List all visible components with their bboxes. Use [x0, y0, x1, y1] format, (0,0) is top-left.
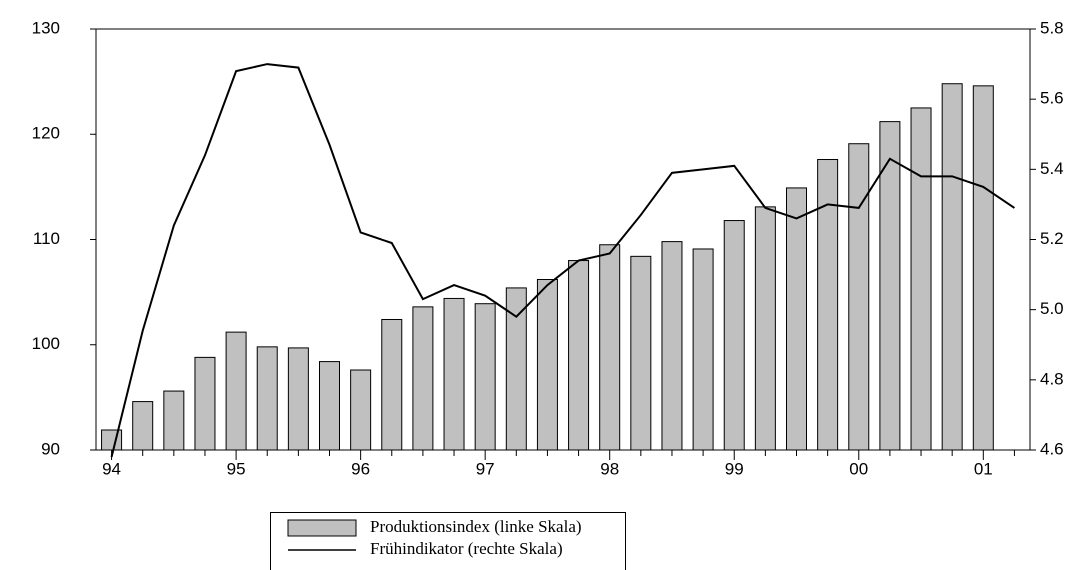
x-tick-label: 98	[600, 459, 619, 478]
bar	[132, 401, 154, 451]
bar	[848, 143, 870, 451]
bar	[443, 297, 465, 451]
bar	[568, 260, 590, 451]
y-tick-label: 130	[32, 18, 60, 37]
x-tick-label: 95	[227, 459, 246, 478]
bar	[474, 303, 496, 451]
bar	[381, 318, 403, 451]
bar	[350, 369, 372, 451]
bar	[287, 347, 309, 451]
x-tick-label: 96	[351, 459, 370, 478]
bar	[692, 248, 714, 451]
y2-tick-label: 5.4	[1040, 159, 1064, 178]
bar	[786, 187, 807, 451]
legend-label: Produktionsindex (linke Skala)	[370, 517, 582, 536]
bar	[319, 361, 340, 451]
bar	[225, 331, 247, 451]
y2-tick-label: 5.2	[1040, 229, 1064, 248]
legend-swatch	[287, 519, 357, 537]
x-tick-label: 01	[974, 459, 993, 478]
bar	[599, 244, 621, 451]
bar	[101, 429, 123, 451]
x-tick-label: 99	[725, 459, 744, 478]
bar	[661, 241, 683, 451]
bar	[505, 287, 527, 451]
bar	[630, 255, 652, 451]
bar	[941, 83, 963, 451]
y-tick-label: 110	[33, 229, 60, 248]
bar	[754, 206, 776, 451]
y2-tick-label: 5.6	[1040, 89, 1064, 108]
bar	[817, 159, 839, 451]
bar	[723, 220, 745, 451]
bar	[536, 278, 558, 451]
bar	[412, 306, 434, 451]
y2-tick-label: 5.0	[1040, 299, 1064, 318]
x-tick-label: 94	[102, 459, 121, 478]
legend-label: Frühindikator (rechte Skala)	[370, 539, 563, 558]
x-tick-label: 00	[849, 459, 868, 478]
bar	[194, 356, 216, 451]
bar	[163, 390, 185, 451]
y2-tick-label: 4.6	[1040, 439, 1064, 458]
bar	[879, 121, 901, 451]
bar	[256, 346, 278, 451]
x-tick-label: 97	[476, 459, 495, 478]
y-tick-label: 90	[41, 439, 60, 458]
y2-tick-label: 5.8	[1040, 18, 1064, 37]
bar	[972, 85, 994, 451]
line	[110, 63, 1015, 458]
legend-box	[270, 512, 626, 570]
y-tick-label: 100	[32, 334, 60, 353]
bar	[910, 107, 932, 451]
y2-tick-label: 4.8	[1040, 369, 1064, 388]
y-tick-label: 120	[32, 124, 60, 143]
